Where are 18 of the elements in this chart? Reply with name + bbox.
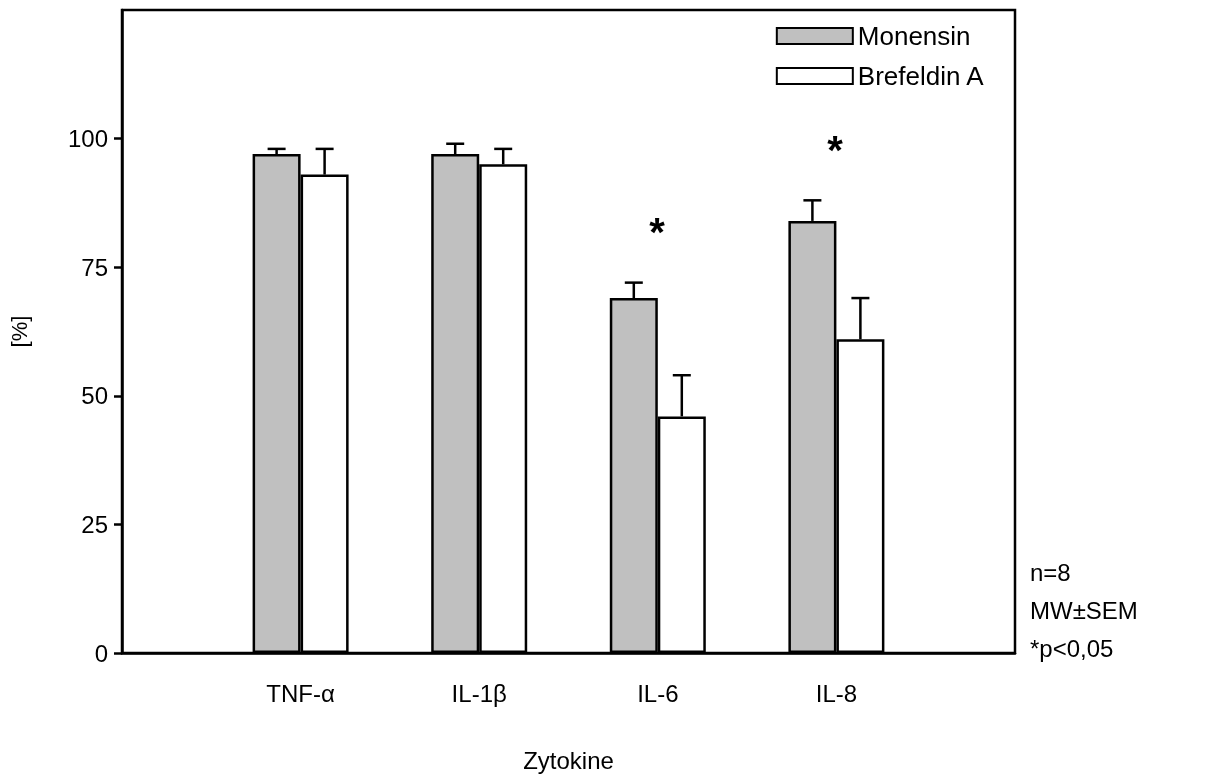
x-tick-label: IL-8 (815, 679, 858, 707)
y-tick-label: 0 (94, 639, 108, 667)
x-axis-title: Zytokine (523, 746, 614, 774)
legend-label: Brefeldin A (857, 61, 985, 91)
x-tick-label: IL-6 (637, 679, 679, 707)
y-tick-label: 50 (81, 382, 108, 410)
legend-label: Monensin (857, 21, 971, 51)
x-tick-label: IL-1β (451, 679, 507, 707)
y-axis-title: [%] (6, 315, 32, 348)
text: n=8 (1030, 558, 1071, 586)
y-tick-label: 75 (81, 253, 108, 281)
text: MW±SEM (1030, 596, 1138, 624)
text: *p<0,05 (1030, 634, 1114, 662)
annotation: * (827, 128, 844, 172)
annotation: * (649, 210, 666, 254)
y-tick-label: 25 (81, 510, 108, 538)
x-tick-label: TNF-α (266, 679, 335, 707)
y-tick-label: 100 (67, 125, 108, 153)
